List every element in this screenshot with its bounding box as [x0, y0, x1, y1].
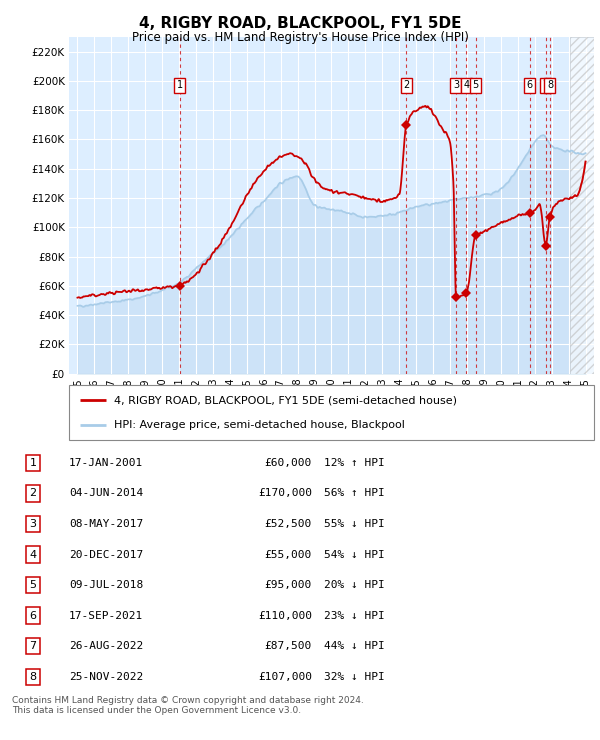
Text: 7: 7 — [29, 641, 37, 651]
Text: 25-NOV-2022: 25-NOV-2022 — [69, 672, 143, 682]
Text: 4, RIGBY ROAD, BLACKPOOL, FY1 5DE (semi-detached house): 4, RIGBY ROAD, BLACKPOOL, FY1 5DE (semi-… — [113, 395, 457, 406]
Text: 6: 6 — [527, 81, 533, 90]
Text: £52,500: £52,500 — [265, 519, 312, 529]
Text: 8: 8 — [547, 81, 553, 90]
Text: Price paid vs. HM Land Registry's House Price Index (HPI): Price paid vs. HM Land Registry's House … — [131, 31, 469, 44]
Text: 5: 5 — [473, 81, 479, 90]
Text: 6: 6 — [29, 610, 37, 621]
Text: 04-JUN-2014: 04-JUN-2014 — [69, 488, 143, 499]
Text: 4, RIGBY ROAD, BLACKPOOL, FY1 5DE: 4, RIGBY ROAD, BLACKPOOL, FY1 5DE — [139, 16, 461, 31]
Text: 08-MAY-2017: 08-MAY-2017 — [69, 519, 143, 529]
Text: 32% ↓ HPI: 32% ↓ HPI — [324, 672, 385, 682]
Text: 8: 8 — [29, 672, 37, 682]
Text: 26-AUG-2022: 26-AUG-2022 — [69, 641, 143, 651]
Text: £95,000: £95,000 — [265, 580, 312, 590]
Text: £110,000: £110,000 — [258, 610, 312, 621]
Text: 7: 7 — [542, 81, 549, 90]
FancyBboxPatch shape — [69, 385, 594, 440]
Text: 3: 3 — [453, 81, 459, 90]
Text: 2: 2 — [403, 81, 409, 90]
Text: 17-SEP-2021: 17-SEP-2021 — [69, 610, 143, 621]
Text: 44% ↓ HPI: 44% ↓ HPI — [324, 641, 385, 651]
Text: £87,500: £87,500 — [265, 641, 312, 651]
Text: 2: 2 — [29, 488, 37, 499]
Text: 09-JUL-2018: 09-JUL-2018 — [69, 580, 143, 590]
Text: 20-DEC-2017: 20-DEC-2017 — [69, 550, 143, 559]
Text: 4: 4 — [29, 550, 37, 559]
Text: 55% ↓ HPI: 55% ↓ HPI — [324, 519, 385, 529]
Text: £60,000: £60,000 — [265, 458, 312, 468]
Text: 12% ↑ HPI: 12% ↑ HPI — [324, 458, 385, 468]
Text: 5: 5 — [29, 580, 37, 590]
Text: 23% ↓ HPI: 23% ↓ HPI — [324, 610, 385, 621]
Text: 17-JAN-2001: 17-JAN-2001 — [69, 458, 143, 468]
Text: 56% ↑ HPI: 56% ↑ HPI — [324, 488, 385, 499]
Text: 3: 3 — [29, 519, 37, 529]
Text: 4: 4 — [463, 81, 470, 90]
Text: 20% ↓ HPI: 20% ↓ HPI — [324, 580, 385, 590]
Text: HPI: Average price, semi-detached house, Blackpool: HPI: Average price, semi-detached house,… — [113, 420, 404, 430]
Text: Contains HM Land Registry data © Crown copyright and database right 2024.
This d: Contains HM Land Registry data © Crown c… — [12, 696, 364, 715]
Text: 54% ↓ HPI: 54% ↓ HPI — [324, 550, 385, 559]
Text: £107,000: £107,000 — [258, 672, 312, 682]
Text: 1: 1 — [29, 458, 37, 468]
Text: £170,000: £170,000 — [258, 488, 312, 499]
Text: £55,000: £55,000 — [265, 550, 312, 559]
Text: 1: 1 — [176, 81, 183, 90]
